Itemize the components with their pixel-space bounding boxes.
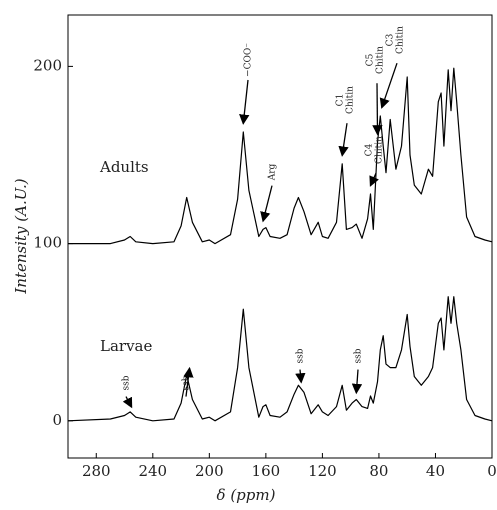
x-tick-label: 0 <box>487 462 497 480</box>
annotation-text: Chitin <box>375 136 385 164</box>
annotation-text: Chitin <box>396 26 406 54</box>
x-tick-label: 120 <box>308 462 337 480</box>
annotation-text: ssb <box>122 375 132 390</box>
annotation-text: C4 <box>365 143 375 156</box>
annotation-text: Arg <box>268 163 278 181</box>
x-tick-label: 200 <box>195 462 224 480</box>
annotation-text: −COO⁻ <box>244 43 254 77</box>
annotation-arrow <box>122 396 133 409</box>
y-tick-label: 0 <box>52 411 62 429</box>
plot-frame <box>67 14 493 459</box>
annotation-text: Chitin <box>346 86 356 114</box>
annotation-arrow <box>351 369 363 395</box>
x-tick-label: 80 <box>369 462 388 480</box>
y-tick-label: 200 <box>33 56 62 74</box>
y-axis-label: Intensity (A.U.) <box>12 178 30 294</box>
annotation-text: ssb <box>296 348 306 363</box>
annotation-text: Chitin <box>376 46 386 74</box>
annotation-text: C1 <box>336 94 346 107</box>
annotation-text: C3 <box>386 33 396 46</box>
annotation-text: ssb <box>354 348 364 363</box>
spectrum-line <box>67 296 493 422</box>
series-label: Adults <box>99 158 149 176</box>
annotation-arrow <box>372 83 383 136</box>
annotation-arrow <box>183 366 194 397</box>
x-axis-label: δ (ppm) <box>217 486 276 504</box>
annotation-arrow <box>369 172 379 187</box>
annotation-arrow <box>379 62 398 109</box>
spectrum-line <box>68 67 493 245</box>
x-tick-label: 240 <box>138 462 167 480</box>
annotation-arrow <box>295 369 306 384</box>
annotation-arrow <box>239 79 250 125</box>
series-label: Larvae <box>100 337 152 355</box>
annotation-arrow <box>260 185 273 223</box>
x-tick-label: 280 <box>82 462 111 480</box>
x-tick-label: 40 <box>426 462 445 480</box>
annotation-arrow <box>338 123 349 157</box>
y-tick-label: 100 <box>33 234 62 252</box>
annotation-text: C5 <box>366 53 376 66</box>
annotation-text: ssb <box>182 375 192 390</box>
x-tick-label: 160 <box>252 462 281 480</box>
